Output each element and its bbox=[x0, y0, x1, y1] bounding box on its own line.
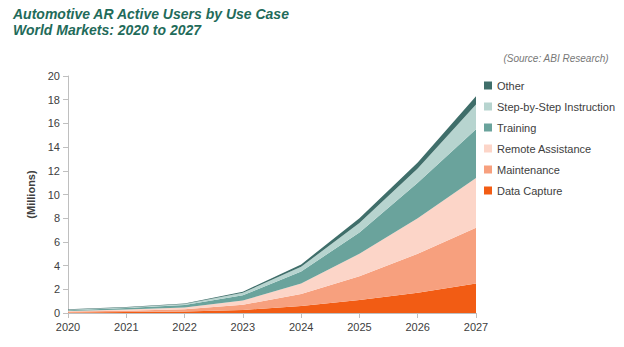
svg-text:Automotive AR Active Users by: Automotive AR Active Users by Use Case bbox=[12, 6, 289, 22]
svg-text:8: 8 bbox=[54, 212, 60, 224]
svg-text:Step-by-Step Instruction: Step-by-Step Instruction bbox=[497, 101, 615, 113]
svg-text:12: 12 bbox=[48, 165, 60, 177]
svg-text:2022: 2022 bbox=[172, 321, 196, 333]
svg-text:2: 2 bbox=[54, 283, 60, 295]
svg-text:Training: Training bbox=[497, 122, 536, 134]
svg-text:4: 4 bbox=[54, 260, 60, 272]
svg-text:2021: 2021 bbox=[114, 321, 138, 333]
svg-text:20: 20 bbox=[48, 70, 60, 82]
svg-text:2024: 2024 bbox=[289, 321, 313, 333]
svg-text:2020: 2020 bbox=[56, 321, 80, 333]
svg-text:World Markets: 2020 to 2027: World Markets: 2020 to 2027 bbox=[13, 22, 202, 38]
svg-text:Other: Other bbox=[497, 80, 525, 92]
svg-text:16: 16 bbox=[48, 117, 60, 129]
svg-text:(Source: ABI Research): (Source: ABI Research) bbox=[503, 53, 608, 64]
svg-text:0: 0 bbox=[54, 307, 60, 319]
svg-text:10: 10 bbox=[48, 189, 60, 201]
svg-text:(Millions): (Millions) bbox=[25, 170, 37, 219]
svg-text:2027: 2027 bbox=[464, 321, 488, 333]
svg-text:6: 6 bbox=[54, 236, 60, 248]
svg-text:2026: 2026 bbox=[405, 321, 429, 333]
svg-text:Remote Assistance: Remote Assistance bbox=[497, 143, 591, 155]
svg-text:2025: 2025 bbox=[347, 321, 371, 333]
svg-text:2023: 2023 bbox=[231, 321, 255, 333]
svg-text:Data Capture: Data Capture bbox=[497, 185, 562, 197]
svg-text:14: 14 bbox=[48, 141, 60, 153]
svg-text:18: 18 bbox=[48, 94, 60, 106]
svg-text:Maintenance: Maintenance bbox=[497, 164, 560, 176]
